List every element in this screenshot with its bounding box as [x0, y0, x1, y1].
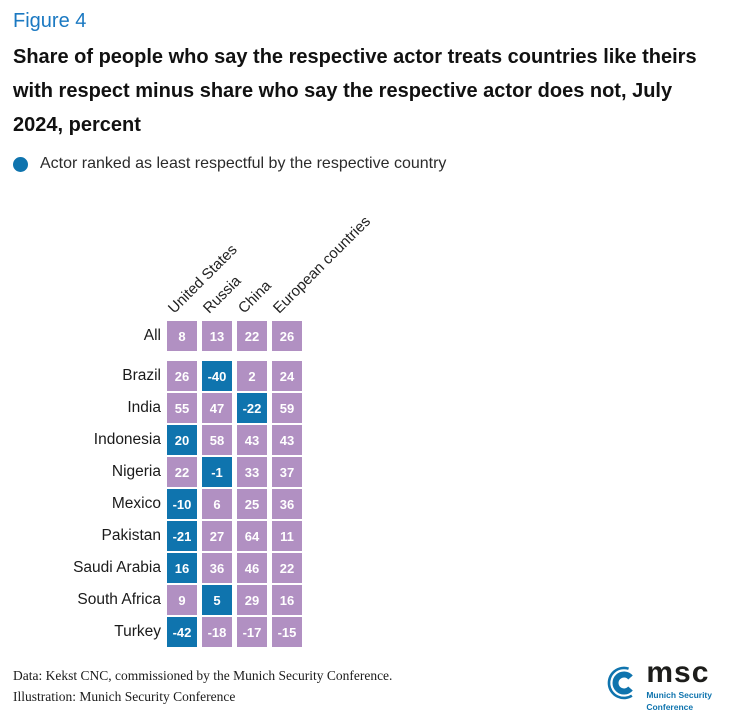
heatmap-cell: 8	[167, 321, 197, 351]
heatmap-cell: 22	[237, 321, 267, 351]
heatmap-cell: -21	[167, 521, 197, 551]
row-label: Nigeria	[111, 463, 161, 480]
heatmap-cell: 29	[237, 585, 267, 615]
heatmap-cell: 25	[237, 489, 267, 519]
heatmap-cell: 24	[272, 361, 302, 391]
footer-data-source: Data: Kekst CNC, commissioned by the Mun…	[13, 668, 393, 683]
heatmap-row: Brazil 26 -40 2 24	[13, 361, 721, 391]
msc-logo-wordmark: msc	[646, 656, 710, 689]
heatmap-cell: 58	[202, 425, 232, 455]
legend-label: Actor ranked as least respectful by the …	[40, 155, 447, 172]
row-label: South Africa	[77, 591, 161, 608]
heatmap-cell: 36	[202, 553, 232, 583]
heatmap-cell: 9	[167, 585, 197, 615]
heatmap-cell: -40	[202, 361, 232, 391]
column-header: European countries	[269, 212, 374, 317]
heatmap-cell: 46	[237, 553, 267, 583]
heatmap-cell: 59	[272, 393, 302, 423]
heatmap-cell: 43	[272, 425, 302, 455]
heatmap-cell: 22	[272, 553, 302, 583]
heatmap-cell: 36	[272, 489, 302, 519]
msc-logo-caption-line2: Conference	[646, 701, 694, 712]
heatmap-cell: 26	[167, 361, 197, 391]
row-label: Pakistan	[101, 527, 161, 544]
msc-logo-text-block: msc Munich Security Conference	[646, 657, 712, 712]
msc-logo-arcs-icon	[608, 666, 634, 700]
heatmap-cell: 16	[272, 585, 302, 615]
row-label: Turkey	[114, 623, 161, 640]
heatmap-cell: 64	[237, 521, 267, 551]
row-label: Indonesia	[93, 431, 161, 448]
heatmap-cell: 22	[167, 457, 197, 487]
row-label: Brazil	[122, 367, 161, 384]
heatmap-cell: 6	[202, 489, 232, 519]
heatmap-row: Mexico -10 6 25 36	[13, 489, 721, 519]
heatmap-cell: 43	[237, 425, 267, 455]
heatmap-cell: -18	[202, 617, 232, 647]
row-label: All	[143, 327, 161, 344]
heatmap-row: Turkey -42 -18 -17 -15	[13, 617, 721, 647]
legend-dot-icon	[13, 156, 28, 172]
figure-title: Share of people who say the respective a…	[13, 46, 697, 136]
heatmap-cell: 20	[167, 425, 197, 455]
heatmap-rows: All 8 13 22 26 Brazil 26 -40 2 24 India 55 47 -22 59 In…	[13, 321, 721, 647]
row-label: India	[127, 399, 161, 416]
heatmap-chart: United States Russia China European countri…	[13, 173, 721, 647]
heatmap-cell: 37	[272, 457, 302, 487]
heatmap-row: South Africa 9 5 29 16	[13, 585, 721, 615]
heatmap-row: Saudi Arabia 16 36 46 22	[13, 553, 721, 583]
heatmap-cell: -15	[272, 617, 302, 647]
footer: Data: Kekst CNC, commissioned by the Mun…	[13, 665, 721, 707]
heatmap-cell: 16	[167, 553, 197, 583]
row-label: Mexico	[111, 495, 161, 512]
heatmap-row: India 55 47 -22 59	[13, 393, 721, 423]
legend: Actor ranked as least respectful by the …	[13, 155, 721, 173]
row-label: Saudi Arabia	[73, 559, 161, 576]
heatmap-cell: 11	[272, 521, 302, 551]
heatmap-cell: -42	[167, 617, 197, 647]
heatmap-cell: 26	[272, 321, 302, 351]
heatmap-cell: 47	[202, 393, 232, 423]
heatmap-cell: 33	[237, 457, 267, 487]
heatmap-row: All 8 13 22 26	[13, 321, 721, 351]
heatmap-row: Pakistan -21 27 64 11	[13, 521, 721, 551]
msc-logo-caption-line1: Munich Security	[646, 690, 712, 700]
msc-logo: msc Munich Security Conference	[603, 657, 712, 712]
heatmap-cell: -22	[237, 393, 267, 423]
heatmap-row: Indonesia 20 58 43 43	[13, 425, 721, 455]
heatmap-cell: -10	[167, 489, 197, 519]
footer-illustration: Illustration: Munich Security Conference	[13, 689, 236, 704]
heatmap-cell: -1	[202, 457, 232, 487]
heatmap-cell: 2	[237, 361, 267, 391]
heatmap-cell: 27	[202, 521, 232, 551]
heatmap-cell: 55	[167, 393, 197, 423]
figure-label: Figure 4	[13, 10, 87, 32]
heatmap-cell: -17	[237, 617, 267, 647]
column-headers: United States Russia China European countri…	[13, 173, 721, 321]
heatmap-cell: 5	[202, 585, 232, 615]
heatmap-row: Nigeria 22 -1 33 37	[13, 457, 721, 487]
heatmap-cell: 13	[202, 321, 232, 351]
